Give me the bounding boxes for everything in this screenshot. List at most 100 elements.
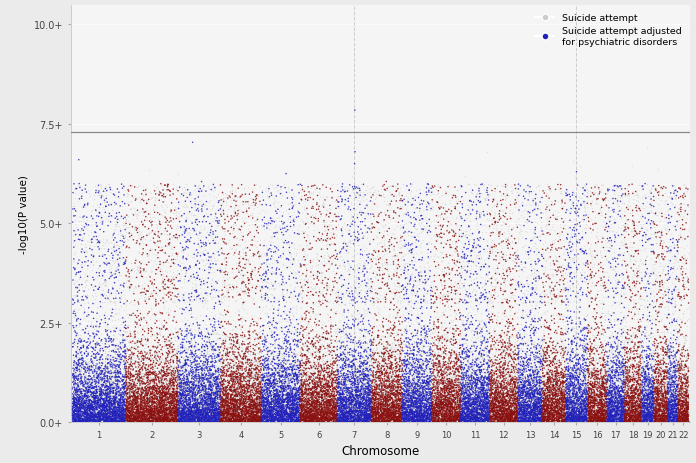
Point <box>530 417 541 425</box>
Point <box>313 413 324 421</box>
Point <box>388 413 400 420</box>
Point <box>589 408 600 415</box>
Point <box>353 418 364 425</box>
Point <box>521 416 532 423</box>
Point <box>70 228 81 235</box>
Point <box>514 379 525 387</box>
Point <box>347 388 358 395</box>
Point <box>681 412 693 419</box>
Point <box>237 378 248 385</box>
Point <box>469 369 480 377</box>
Point <box>178 407 189 414</box>
Point <box>172 373 183 380</box>
Point <box>665 409 677 416</box>
Point <box>535 390 546 397</box>
Point <box>140 362 151 369</box>
Point <box>537 414 548 422</box>
Point <box>143 407 154 414</box>
Point <box>81 350 93 358</box>
Point <box>521 390 532 398</box>
Point <box>151 418 162 425</box>
Point <box>70 402 81 409</box>
Point <box>681 408 693 415</box>
Point <box>73 383 84 391</box>
Point <box>143 384 154 392</box>
Point <box>396 409 407 416</box>
Point <box>372 398 383 405</box>
Point <box>592 396 603 403</box>
Point <box>367 211 379 219</box>
Point <box>235 388 246 395</box>
Point <box>71 352 82 359</box>
Point <box>315 388 326 395</box>
Point <box>388 419 399 426</box>
Point <box>522 385 533 393</box>
Point <box>400 383 411 390</box>
Point <box>512 400 523 407</box>
Point <box>140 375 151 382</box>
Point <box>543 387 554 394</box>
Point <box>185 418 196 425</box>
Point <box>507 304 519 312</box>
Point <box>661 415 672 422</box>
Point <box>533 398 544 406</box>
Point <box>332 256 343 263</box>
Point <box>196 405 207 413</box>
Point <box>258 356 269 363</box>
Point <box>425 366 436 373</box>
Point <box>678 399 689 406</box>
Point <box>179 402 190 409</box>
Point <box>672 413 683 420</box>
Point <box>601 393 612 400</box>
Point <box>247 397 258 405</box>
Point <box>182 401 193 409</box>
Point <box>560 257 571 264</box>
Point <box>190 372 201 380</box>
Point <box>171 391 182 399</box>
Point <box>373 368 384 375</box>
Point <box>89 376 100 384</box>
Point <box>437 393 448 400</box>
Point <box>560 371 571 378</box>
Point <box>97 396 109 403</box>
Point <box>159 413 170 420</box>
Point <box>363 413 374 420</box>
Point <box>239 419 250 426</box>
Point <box>155 258 166 266</box>
Point <box>238 401 249 408</box>
Point <box>614 391 625 399</box>
Point <box>161 215 172 223</box>
Point <box>97 410 108 417</box>
Point <box>304 413 315 421</box>
Point <box>421 305 432 312</box>
Point <box>255 397 266 405</box>
Point <box>662 383 673 390</box>
Point <box>672 413 683 420</box>
Point <box>590 394 601 402</box>
Point <box>558 217 569 225</box>
Point <box>593 416 604 423</box>
Point <box>567 394 578 402</box>
Point <box>252 413 263 421</box>
Point <box>442 410 453 418</box>
Point <box>546 419 557 426</box>
Point <box>386 366 397 373</box>
Point <box>449 413 460 421</box>
Point <box>282 186 293 193</box>
Point <box>551 415 562 422</box>
Point <box>397 365 408 372</box>
Point <box>497 400 508 407</box>
Point <box>196 410 207 418</box>
Point <box>184 410 196 417</box>
Point <box>593 412 604 419</box>
Point <box>490 394 501 402</box>
Point <box>180 404 191 411</box>
Point <box>101 418 112 425</box>
Point <box>232 416 243 424</box>
Point <box>586 408 597 415</box>
Point <box>518 405 529 413</box>
Point <box>637 277 648 285</box>
Point <box>482 415 493 422</box>
Point <box>229 410 240 417</box>
Point <box>96 406 107 413</box>
